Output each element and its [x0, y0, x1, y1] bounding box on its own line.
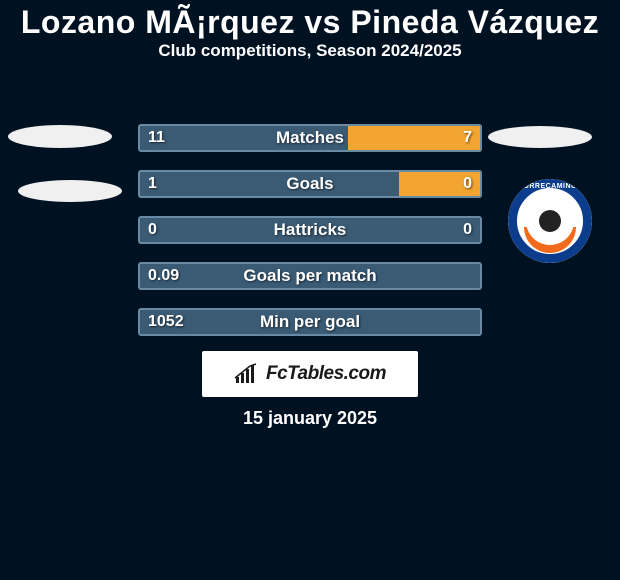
- brand-text: FcTables.com: [266, 363, 386, 385]
- comparison-bars: 117Matches 10Goals 00Hattricks 0.09Goals pe…: [138, 124, 482, 354]
- stat-bar: 117Matches: [138, 124, 482, 152]
- brand-badge: FcTables.com: [202, 351, 418, 397]
- soccer-ball-icon: [539, 210, 561, 232]
- stat-label: Goals per match: [138, 262, 482, 290]
- left-team-ellipse-2: [18, 180, 122, 202]
- left-team-ellipse-1: [8, 125, 112, 148]
- right-team-ellipse-1: [488, 126, 592, 148]
- subtitle: Club competitions, Season 2024/2025: [0, 41, 620, 61]
- date-label: 15 january 2025: [0, 408, 620, 429]
- stat-label: Goals: [138, 170, 482, 198]
- stat-bar: 1052Min per goal: [138, 308, 482, 336]
- comparison-infographic: Lozano MÃ¡rquez vs Pineda Vázquez Club c…: [0, 0, 620, 580]
- logo-arc-text: CORRECAMINOS: [508, 183, 592, 190]
- stat-label: Hattricks: [138, 216, 482, 244]
- page-title: Lozano MÃ¡rquez vs Pineda Vázquez: [0, 0, 620, 41]
- right-team-logo: CORRECAMINOS: [508, 179, 592, 263]
- stat-bar: 0.09Goals per match: [138, 262, 482, 290]
- stat-label: Matches: [138, 124, 482, 152]
- stat-label: Min per goal: [138, 308, 482, 336]
- bar-chart-icon: [234, 363, 260, 385]
- stat-bar: 00Hattricks: [138, 216, 482, 244]
- logo-center: [526, 197, 574, 245]
- stat-bar: 10Goals: [138, 170, 482, 198]
